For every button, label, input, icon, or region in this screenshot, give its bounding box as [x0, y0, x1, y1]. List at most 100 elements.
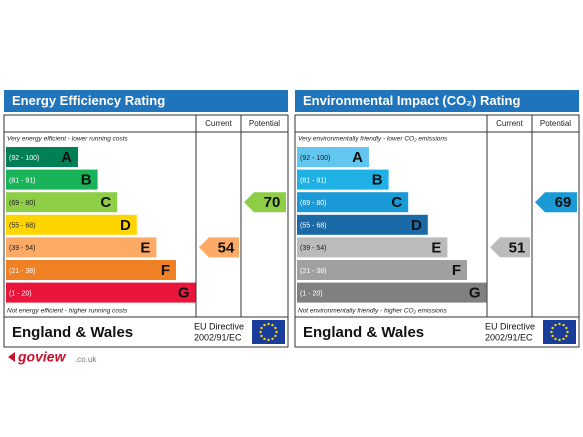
- rating-value: 69: [555, 194, 572, 211]
- rating-value: 51: [509, 239, 526, 256]
- footer-directive: EU Directive: [194, 321, 244, 331]
- eu-star: [274, 326, 277, 330]
- footer-region: England & Wales: [303, 324, 424, 341]
- eu-star: [554, 323, 557, 327]
- band-range: (1 - 20): [9, 290, 32, 297]
- rating-panel: Energy Efficiency Rating Current Potential…: [3, 90, 289, 348]
- footer-directive-code: 2002/91/EC: [485, 332, 533, 342]
- rating-arrow: [535, 192, 577, 213]
- band-letter: A: [352, 149, 363, 166]
- top-note: Very environmentally friendly - lower CO…: [298, 136, 448, 143]
- band-bar: [297, 147, 369, 167]
- band-range: (92 - 100): [9, 155, 39, 162]
- band-range: (39 - 54): [300, 245, 326, 252]
- band-bar: [6, 282, 196, 303]
- band-bar: [6, 192, 118, 213]
- band-range: (39 - 54): [9, 245, 35, 252]
- band-range: (21 - 38): [300, 268, 326, 275]
- rating-panel: Environmental Impact (CO₂) Rating Current…: [294, 90, 580, 348]
- eu-star: [566, 330, 569, 334]
- footer-region: England & Wales: [12, 324, 133, 341]
- band-range: (1 - 20): [300, 290, 323, 297]
- title-bar: [295, 90, 579, 112]
- band-range: (81 - 91): [300, 177, 326, 184]
- band-letter: G: [178, 285, 190, 302]
- rating-value: 54: [218, 239, 235, 256]
- eu-star: [562, 337, 565, 341]
- band-range: (69 - 80): [9, 200, 35, 207]
- band-range: (92 - 100): [300, 155, 330, 162]
- eu-star: [558, 338, 561, 342]
- bottom-note: Not energy efficient - higher running co…: [7, 308, 128, 315]
- rating-arrow: [490, 237, 530, 258]
- band-bar: [6, 147, 78, 167]
- band-bar: [297, 237, 448, 258]
- band-range: (55 - 68): [300, 223, 326, 230]
- eu-star: [259, 330, 262, 334]
- eu-star: [565, 326, 568, 330]
- eu-star: [260, 326, 263, 330]
- column-header: Potential: [540, 119, 571, 128]
- band-letter: A: [61, 149, 72, 166]
- eu-star: [275, 330, 278, 334]
- band-range: (21 - 38): [9, 268, 35, 275]
- eu-star: [271, 337, 274, 341]
- panel-title: Energy Efficiency Rating: [12, 93, 165, 108]
- eu-star: [565, 334, 568, 338]
- band-bar: [6, 237, 157, 258]
- band-letter: E: [431, 239, 441, 256]
- band-range: (81 - 91): [9, 177, 35, 184]
- band-bar: [297, 169, 389, 190]
- band-letter: D: [120, 217, 131, 234]
- band-bar: [297, 192, 409, 213]
- band-letter: C: [391, 194, 402, 211]
- footer-directive: EU Directive: [485, 321, 535, 331]
- eu-star: [263, 323, 266, 327]
- footer-directive-code: 2002/91/EC: [194, 332, 242, 342]
- band-range: (69 - 80): [300, 200, 326, 207]
- logo-domain: .co.uk: [75, 355, 97, 364]
- panel-title: Environmental Impact (CO₂) Rating: [303, 93, 520, 108]
- column-header: Potential: [249, 119, 280, 128]
- bottom-note: Not environmentally friendly - higher CO…: [298, 308, 448, 315]
- eu-star: [551, 326, 554, 330]
- band-letter: G: [469, 285, 481, 302]
- eu-star: [554, 337, 557, 341]
- band-bar: [6, 260, 176, 280]
- eu-star: [263, 337, 266, 341]
- band-bar: [297, 214, 428, 235]
- logo-brand: goview: [17, 349, 67, 365]
- rating-value: 70: [264, 194, 281, 211]
- band-bar: [6, 214, 137, 235]
- band-letter: F: [161, 262, 170, 279]
- eu-star: [271, 323, 274, 327]
- band-bar: [297, 260, 467, 280]
- eu-star: [551, 334, 554, 338]
- eu-star: [267, 322, 270, 326]
- top-note: Very energy efficient - lower running co…: [7, 136, 129, 143]
- column-header: Current: [496, 119, 523, 128]
- rating-arrow: [244, 192, 286, 213]
- eu-star: [558, 322, 561, 326]
- column-header: Current: [205, 119, 232, 128]
- band-letter: E: [140, 239, 150, 256]
- logo: goview .co.uk: [8, 349, 97, 365]
- rating-arrow: [199, 237, 239, 258]
- eu-star: [550, 330, 553, 334]
- band-letter: F: [452, 262, 461, 279]
- band-range: (55 - 68): [9, 223, 35, 230]
- logo-icon: [8, 352, 15, 362]
- band-letter: B: [372, 172, 383, 189]
- band-bar: [6, 169, 98, 190]
- band-letter: B: [81, 172, 92, 189]
- title-bar: [4, 90, 288, 112]
- band-letter: C: [100, 194, 111, 211]
- eu-star: [260, 334, 263, 338]
- eu-star: [562, 323, 565, 327]
- eu-star: [267, 338, 270, 342]
- eu-star: [274, 334, 277, 338]
- band-letter: D: [411, 217, 422, 234]
- band-bar: [297, 282, 487, 303]
